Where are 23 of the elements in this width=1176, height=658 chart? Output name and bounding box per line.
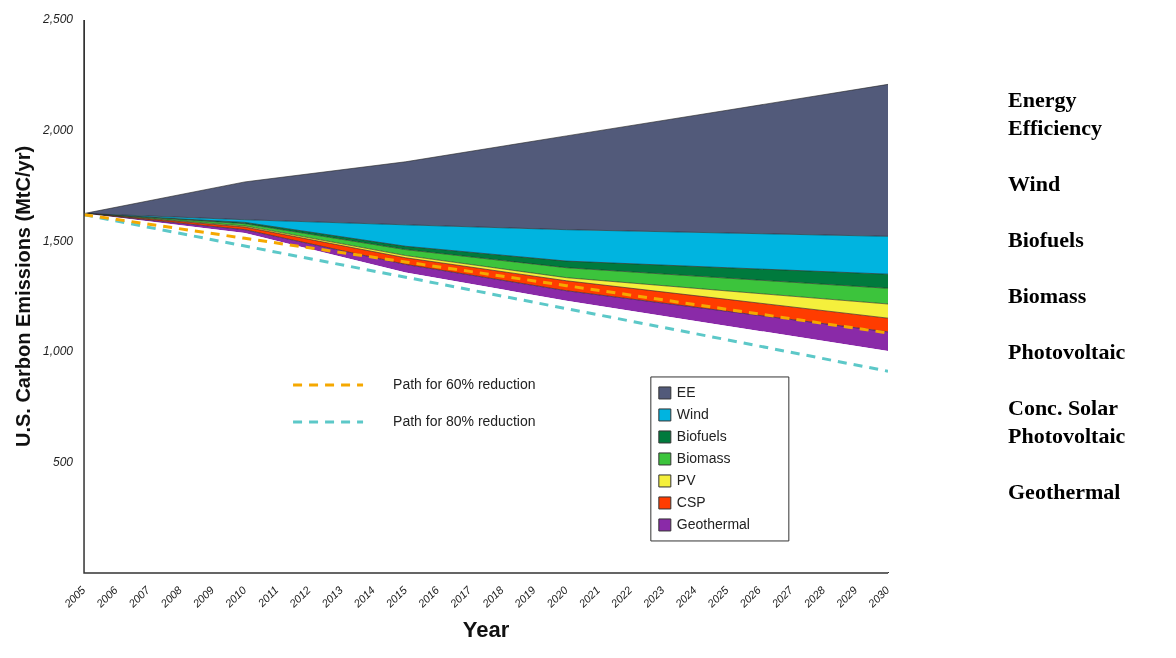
text: Biofuels: [1008, 226, 1085, 254]
y-tick-label: 2,500: [42, 12, 74, 27]
y-tick-label: 500: [53, 454, 74, 469]
legend-label: EE: [676, 383, 696, 400]
legend-label: PV: [676, 471, 697, 488]
legend-label: Wind: [676, 405, 709, 422]
text: Geothermal: [1008, 478, 1122, 506]
y-tick-label: 1,500: [43, 233, 74, 248]
text: Photovoltaic: [1008, 338, 1127, 366]
y-tick-label: 1,000: [43, 344, 74, 359]
text: Conc. Solar Photovoltaic: [1008, 394, 1127, 450]
text: Wind: [1008, 170, 1062, 198]
y-axis-title: U.S. Carbon Emissions (MtC/yr): [11, 145, 34, 448]
legend-label: Path for 60% reduction: [393, 375, 536, 392]
legend-label: Geothermal: [676, 515, 750, 532]
y-tick-label: 2,000: [42, 122, 74, 137]
legend-label: Biomass: [676, 449, 731, 466]
legend-label: Path for 80% reduction: [393, 412, 536, 429]
x-axis-title: Year: [462, 616, 510, 642]
text: Energy Efficiency: [1008, 86, 1104, 142]
legend-label: CSP: [676, 493, 706, 510]
text: Biomass: [1008, 282, 1088, 310]
legend-label: Biofuels: [676, 427, 727, 444]
